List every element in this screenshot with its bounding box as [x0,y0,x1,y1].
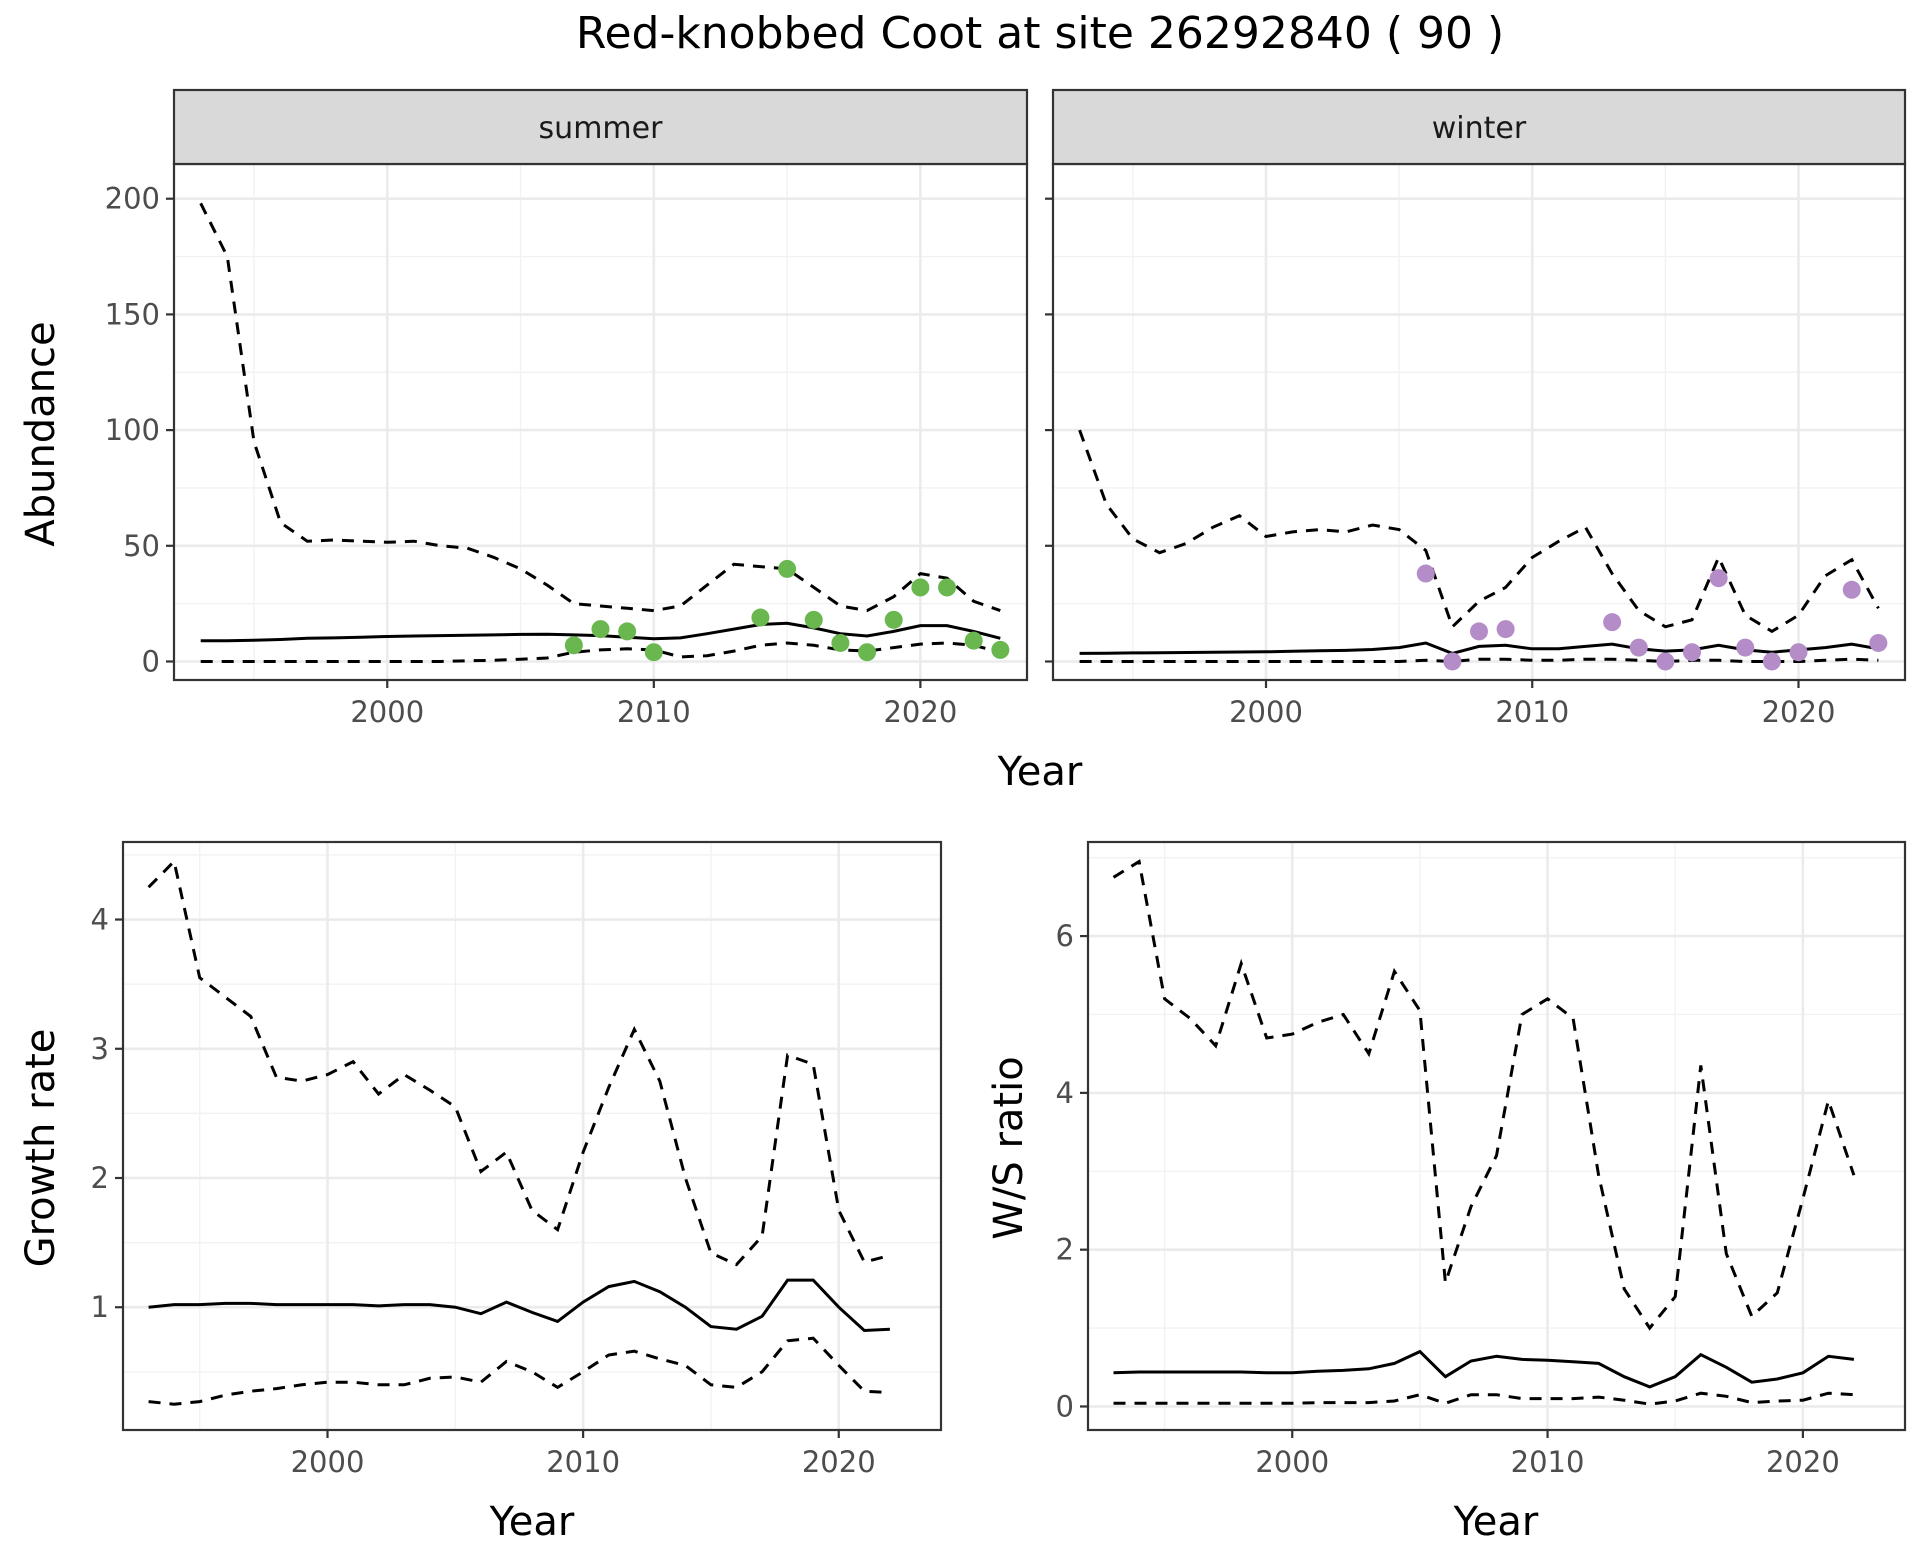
y-tick-label: 0 [142,644,160,678]
series-lower-ci [1113,1391,1854,1406]
panel-border [121,840,943,1432]
data-point [564,636,583,655]
data-point [591,620,610,639]
data-point [1709,569,1728,588]
data-point [1842,580,1861,599]
data-point [1656,652,1675,671]
series-upper-ci [199,202,1001,613]
series-mean [148,1278,890,1333]
facet-label: winter [1432,111,1527,146]
data-point [1736,638,1755,657]
series-lower-ci [1079,657,1879,664]
facet-label: summer [539,111,664,146]
data-point [1683,643,1701,662]
x-tick-label: 2020 [1766,1445,1840,1479]
x-tick-label: 2010 [546,1445,620,1479]
x-tick-label: 2010 [1511,1445,1585,1479]
facet-strip [172,88,1029,166]
data-point [1789,643,1808,662]
x-tick-label: 2000 [291,1445,365,1479]
y-tick-label: 200 [105,182,160,216]
panel-border [172,162,1029,682]
data-point [804,610,823,629]
panel-border [1051,162,1907,682]
data-point [1762,652,1781,671]
y-axis-title: Abundance [18,321,64,546]
data-point [991,640,1010,659]
series-lower-ci [148,1336,890,1406]
y-axis-title: Growth rate [18,1029,64,1268]
x-tick-label: 2020 [802,1445,876,1479]
data-point [644,643,663,662]
x-tick-label: 2020 [883,695,957,729]
panels: summer 2000 2010 2020 0 50 100 150 200 Abundance w… [18,88,1907,1545]
y-tick-label: 2 [1056,1233,1074,1267]
x-tick-label: 2010 [617,695,691,729]
data-point [831,633,850,652]
y-axis-title: W/S ratio [986,1056,1032,1239]
x-tick-label: 2000 [1255,1445,1329,1479]
y-tick-label: 50 [123,529,160,563]
data-point [911,578,930,597]
panel-border [1086,840,1907,1432]
data-point [858,643,877,662]
panel-ws_ratio: 2000 2010 2020 0 2 4 6 W/S ratio Year [986,840,1907,1545]
data-point [751,608,770,627]
data-point [618,622,637,641]
series-mean [1113,1349,1855,1389]
y-tick-label: 2 [91,1161,109,1195]
series-lower-ci [200,641,1001,663]
data-point [1443,652,1462,671]
facet-strip [1051,88,1907,166]
panel-summer: summer 2000 2010 2020 0 50 100 150 200 Abundance [18,88,1029,729]
data-point [1496,620,1515,639]
top-x-axis-title: Year [997,749,1083,795]
series-upper-ci [1112,859,1856,1331]
data-point [1603,613,1622,632]
x-tick-label: 2000 [350,695,424,729]
y-tick-label: 4 [1056,1076,1074,1110]
x-tick-label: 2020 [1762,695,1836,729]
panel-growth: 2000 2010 2020 1 2 3 4 Growth rate Year [18,840,943,1545]
series-upper-ci [147,858,891,1267]
y-tick-label: 6 [1056,919,1074,953]
x-tick-label: 2010 [1495,695,1569,729]
panel-winter: winter 2000 2010 2020 [1045,88,1907,729]
y-tick-label: 1 [91,1290,109,1324]
data-point [1470,622,1488,641]
y-tick-label: 100 [105,413,160,447]
x-axis-title: Year [489,1499,575,1545]
x-tick-label: 2000 [1229,695,1303,729]
data-point [938,578,957,597]
data-point [1869,633,1888,652]
data-point [1416,564,1435,583]
y-tick-label: 3 [91,1032,109,1066]
plot-title: Red-knobbed Coot at site 26292840 ( 90 ) [576,8,1504,59]
x-axis-title: Year [1453,1499,1539,1545]
y-tick-label: 150 [105,297,160,331]
series-mean [1079,641,1879,655]
y-tick-label: 4 [91,903,109,937]
y-tick-label: 0 [1056,1389,1074,1423]
data-point [1629,638,1648,657]
data-point [964,631,983,650]
data-point [778,559,797,578]
data-point [884,610,903,629]
series-upper-ci [1078,429,1880,634]
